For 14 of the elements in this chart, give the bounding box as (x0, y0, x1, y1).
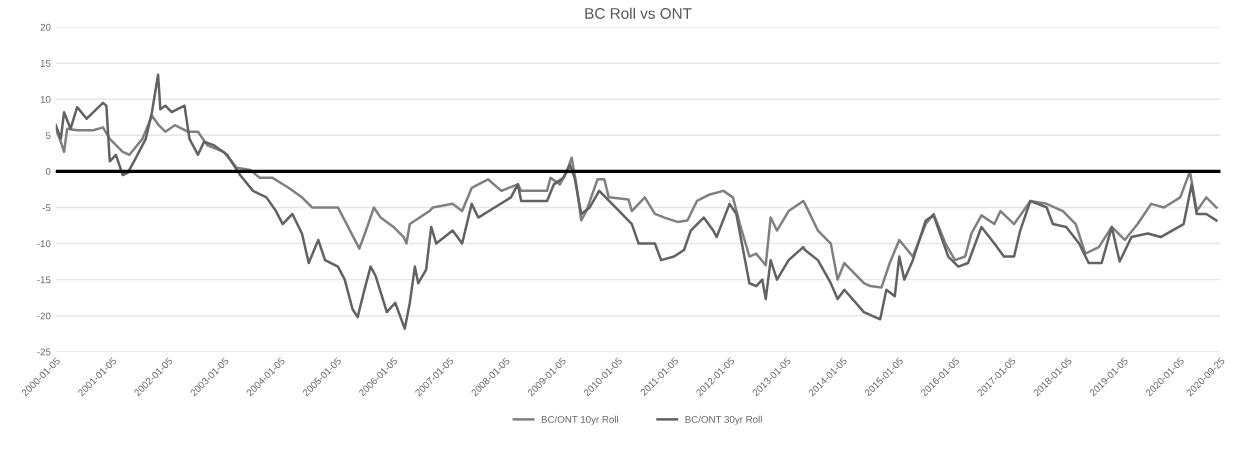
y-tick-label: -15 (37, 276, 51, 284)
legend-label: BC/ONT 30yr Roll (685, 415, 762, 425)
legend-label: BC/ONT 10yr Roll (541, 415, 618, 425)
y-tick-label: 5 (45, 132, 51, 139)
y-tick-label: 10 (40, 95, 51, 103)
y-tick-label: -25 (37, 348, 51, 356)
y-tick-label: 15 (40, 59, 51, 67)
line-series (55, 73, 1218, 330)
y-tick-label: -10 (37, 240, 51, 248)
y-tick-label: 20 (40, 23, 51, 31)
y-tick-label: -20 (37, 312, 51, 320)
y-tick-label: -5 (42, 204, 51, 212)
y-tick-label: 0 (45, 168, 51, 175)
chart-title: BC Roll vs ONT (585, 7, 692, 19)
